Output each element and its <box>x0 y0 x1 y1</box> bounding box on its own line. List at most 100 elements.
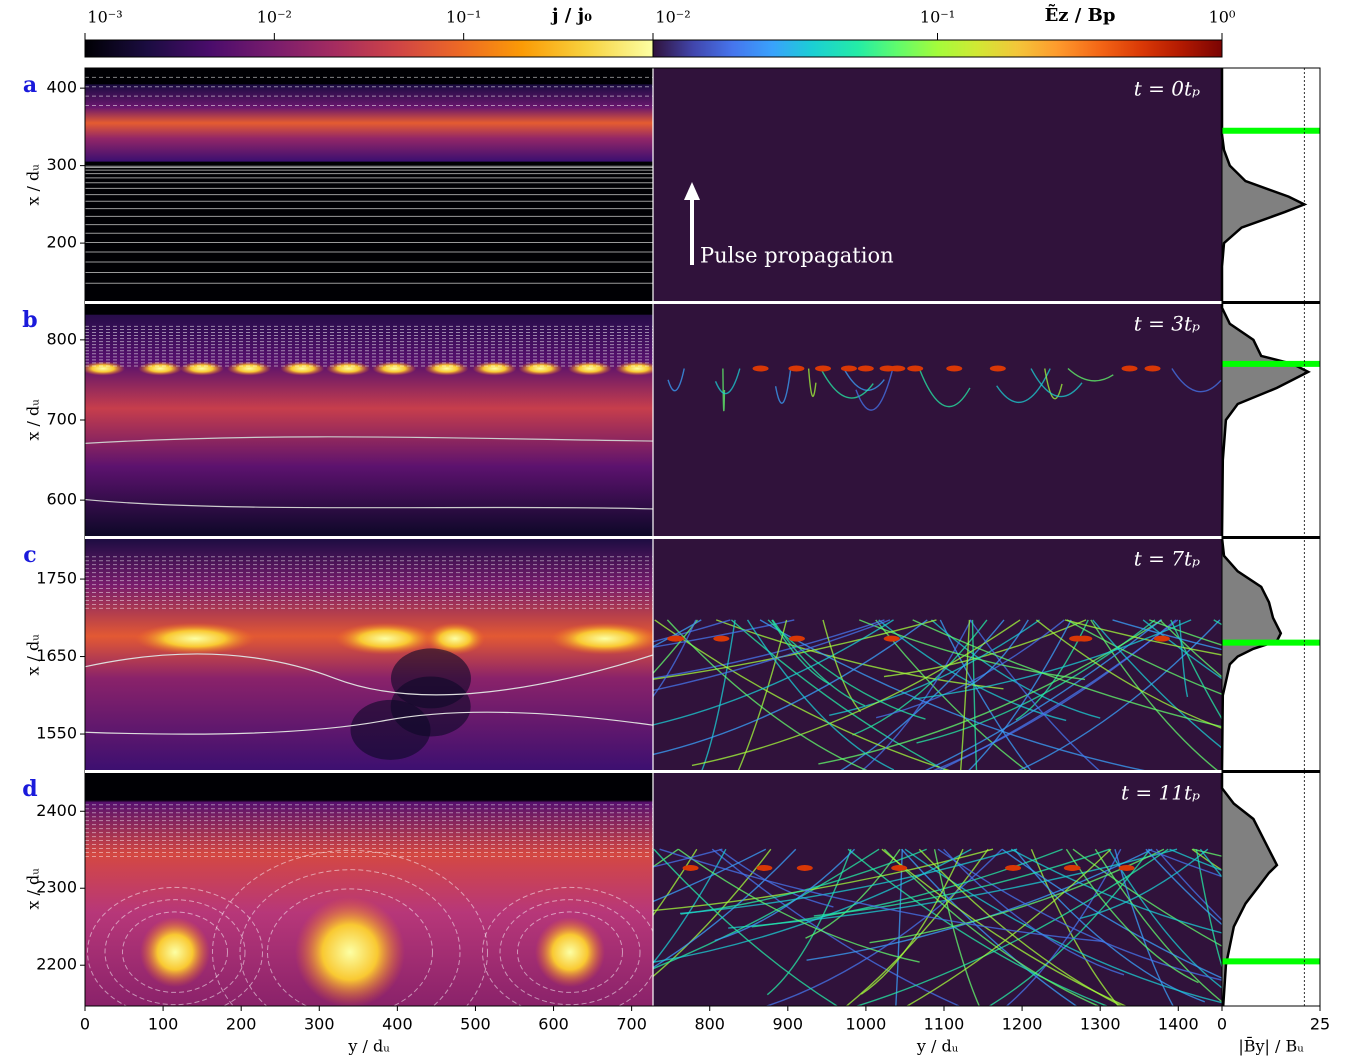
colorbar-tick-label: 10⁻³ <box>87 8 122 27</box>
wave-arc <box>677 848 920 963</box>
wave-arc <box>1092 619 1222 749</box>
x-tick-label: 1300 <box>1080 1015 1121 1034</box>
wave-arc <box>807 368 817 397</box>
y-axis-label: x / dᵤ <box>24 164 43 206</box>
colorbar <box>84 39 654 58</box>
wave-arc <box>653 848 772 978</box>
wave-arc <box>1191 848 1222 871</box>
wave-arc <box>653 619 891 692</box>
profile-line <box>1220 68 1308 302</box>
blob <box>85 361 125 376</box>
wave-arc <box>883 848 1101 1006</box>
wave-arc <box>654 619 957 772</box>
hot-spot <box>788 635 805 642</box>
wave-arc <box>933 849 981 1006</box>
y-axis-label: x / dᵤ <box>24 868 43 910</box>
y-tick-label: 1750 <box>36 569 77 588</box>
wave-arc <box>1147 848 1222 878</box>
colorbar-label: Ẽz / Bp <box>1045 3 1116 26</box>
hot-spot <box>1118 864 1135 871</box>
hot-spot <box>1063 864 1080 871</box>
wave-arc <box>918 848 1124 1006</box>
y-tick-label: 1650 <box>36 646 77 665</box>
annotation-arrowhead <box>684 182 700 200</box>
wave-arc <box>666 619 873 772</box>
blob <box>424 361 469 376</box>
wave-arc <box>822 619 862 713</box>
wave-arc <box>1065 848 1199 984</box>
dark-region <box>350 699 431 760</box>
wave-arc <box>920 619 1162 772</box>
time-label: t = 7tₚ <box>1134 547 1200 571</box>
wave-arc <box>858 619 1086 681</box>
wave-arc <box>1072 848 1222 947</box>
annotation: Pulse propagation <box>700 244 894 268</box>
current-density-map <box>85 772 653 1006</box>
wave-arc <box>653 848 723 868</box>
x-tick-label: 1000 <box>846 1015 887 1034</box>
x-tick-label: 500 <box>460 1015 491 1034</box>
wave-arc <box>1178 619 1189 698</box>
wave-arc <box>653 619 698 675</box>
panel-label: c <box>23 542 36 568</box>
contour <box>104 899 246 1006</box>
wave-arc <box>771 619 866 707</box>
wave-arc <box>653 619 894 726</box>
map-top <box>85 303 653 315</box>
wave-arc <box>912 619 1222 728</box>
blob <box>615 361 653 376</box>
wave-arc <box>843 368 885 391</box>
profile-x-axis-label: |B̄y| / Bᵤ <box>1238 1035 1304 1056</box>
wave-arc <box>1112 619 1222 651</box>
wave-arc <box>774 368 792 404</box>
wave-arc <box>913 619 1192 700</box>
wave-arc <box>1030 368 1083 398</box>
wave-arc <box>943 848 1125 976</box>
blob <box>135 622 255 655</box>
profile-fill <box>1222 772 1277 1006</box>
hot-spot <box>889 365 906 372</box>
electric-field-map <box>653 303 1222 537</box>
hot-spot <box>1144 365 1161 372</box>
wave-arc <box>860 848 964 995</box>
hot-spot <box>713 635 730 642</box>
blob <box>138 361 183 376</box>
wave-arc <box>1145 848 1222 926</box>
wave-arc <box>667 368 685 392</box>
wave-arc <box>937 848 1222 981</box>
x-tick-label: 600 <box>538 1015 569 1034</box>
wave-arc <box>722 368 726 412</box>
x-tick-label: 1400 <box>1158 1015 1199 1034</box>
y-tick-label: 2400 <box>36 801 77 820</box>
wave-arc <box>875 619 1030 772</box>
wave-arc <box>653 848 727 965</box>
profile-line <box>1220 537 1283 773</box>
colorbar-label: j / j₀ <box>550 5 592 26</box>
wave-arc <box>1169 848 1222 872</box>
profile-fill <box>1222 538 1281 772</box>
y-tick-label: 600 <box>46 490 77 509</box>
wave-arc <box>1067 368 1114 382</box>
colorbar-tick-label: 10⁻¹ <box>446 8 481 27</box>
wave-arc <box>1170 619 1222 721</box>
current-density-map <box>85 303 653 537</box>
wave-arc <box>883 619 1087 678</box>
colorbar <box>652 39 1223 58</box>
wave-arc <box>767 619 926 720</box>
wave-arc <box>1155 848 1222 922</box>
contour <box>85 436 653 444</box>
wave-arc <box>700 619 736 772</box>
contour <box>482 886 653 1006</box>
wave-arc <box>653 848 839 1006</box>
wave-arc <box>653 848 698 917</box>
wave-arc <box>1066 619 1222 696</box>
x-tick-label: 800 <box>694 1015 725 1034</box>
wave-arc <box>818 619 1163 765</box>
band <box>85 84 653 162</box>
colorbar-tick-label: 10⁻² <box>655 8 690 27</box>
hot-spot <box>907 365 924 372</box>
wave-arc <box>1090 619 1221 772</box>
wave-arc <box>1142 619 1222 680</box>
x-tick-label: 900 <box>773 1015 804 1034</box>
y-tick-label: 300 <box>46 155 77 174</box>
